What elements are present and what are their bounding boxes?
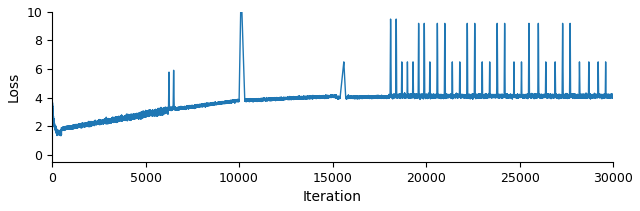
X-axis label: Iteration: Iteration (303, 190, 362, 204)
Y-axis label: Loss: Loss (7, 72, 21, 102)
